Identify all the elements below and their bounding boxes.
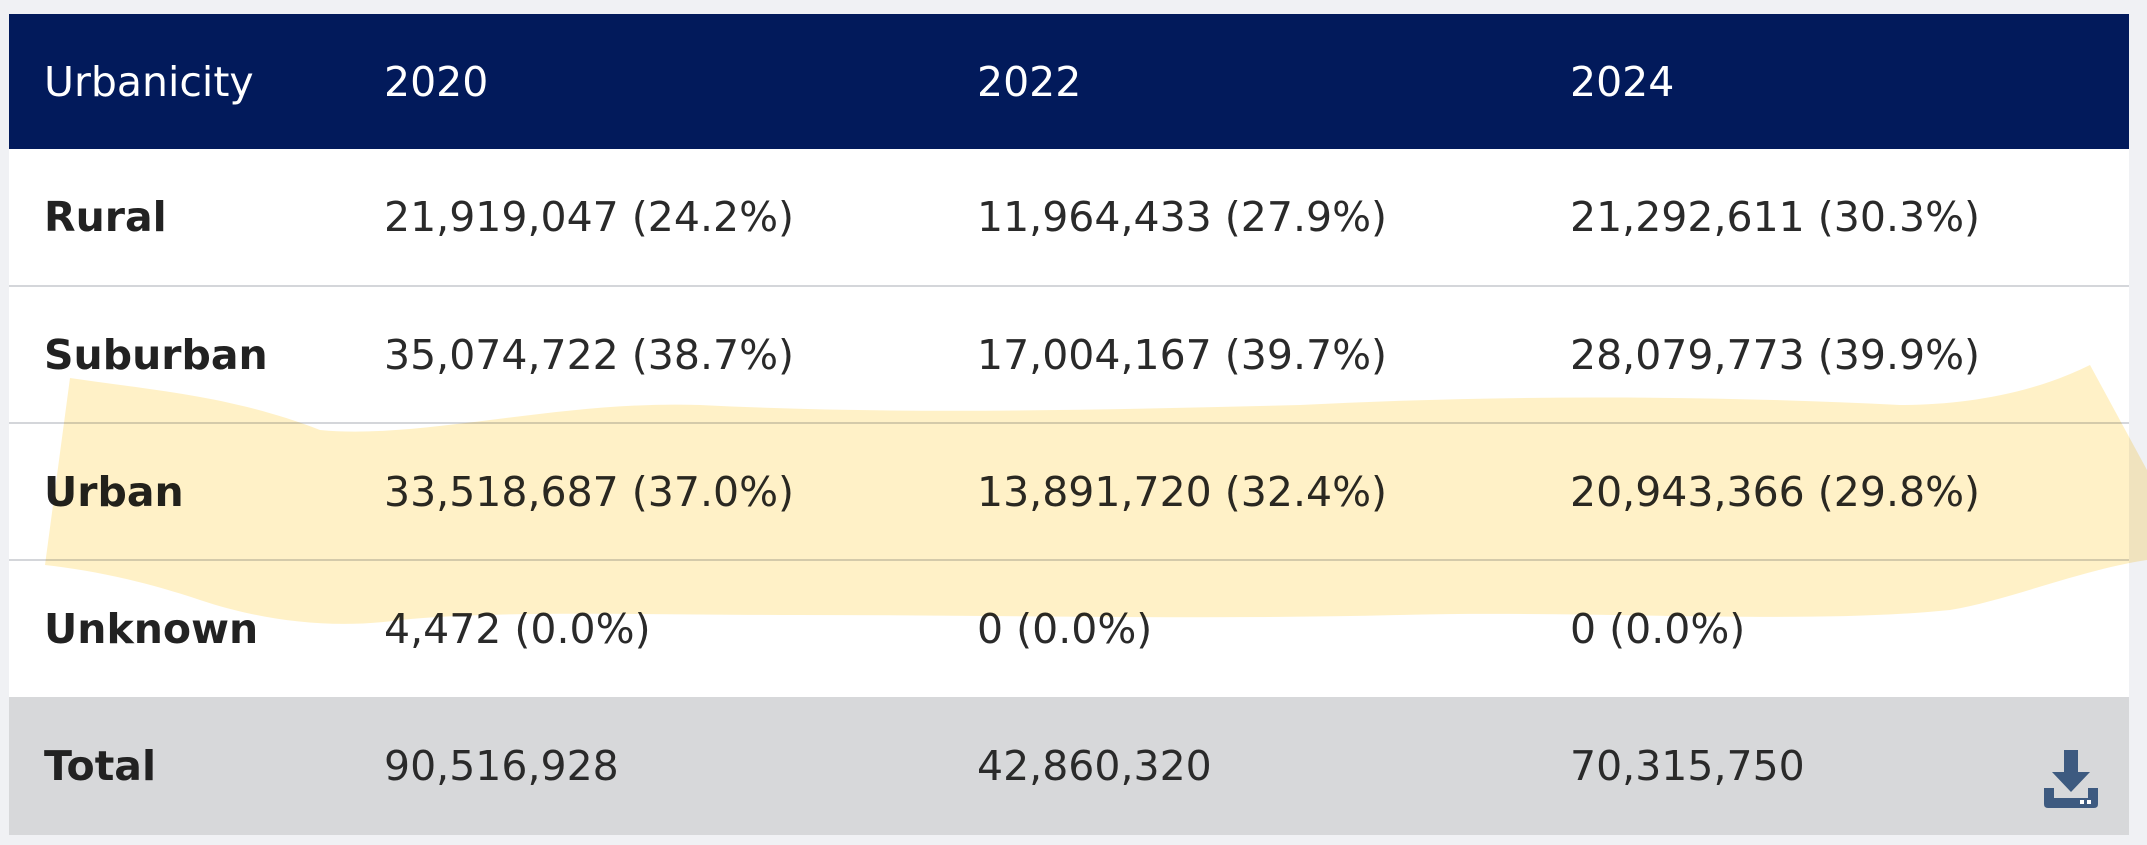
row-label: Suburban xyxy=(44,330,268,379)
total-2022: 42,860,320 xyxy=(977,742,1212,790)
total-label: Total xyxy=(44,742,157,790)
total-row: Total 90,516,928 42,860,320 70,315,750 xyxy=(9,697,2129,835)
total-2024: 70,315,750 xyxy=(1570,742,1805,790)
cell-2024: 20,943,366 (29.8%) xyxy=(1570,467,1981,516)
cell-2022: 13,891,720 (32.4%) xyxy=(977,467,1388,516)
row-label: Unknown xyxy=(44,605,259,653)
row-label: Urban xyxy=(44,467,184,516)
total-2020: 90,516,928 xyxy=(384,742,619,790)
cell-2024: 0 (0.0%) xyxy=(1570,605,1746,653)
table-row: Urban 33,518,687 (37.0%) 13,891,720 (32.… xyxy=(9,423,2129,560)
cell-2024: 21,292,611 (30.3%) xyxy=(1570,193,1981,241)
row-label: Rural xyxy=(44,193,167,241)
cell-2022: 17,004,167 (39.7%) xyxy=(977,330,1388,379)
cell-2024: 28,079,773 (39.9%) xyxy=(1570,330,1981,379)
cell-2020: 4,472 (0.0%) xyxy=(384,605,651,653)
table-row: Rural 21,919,047 (24.2%) 11,964,433 (27.… xyxy=(9,149,2129,286)
header-2020: 2020 xyxy=(384,57,489,106)
header-2024: 2024 xyxy=(1570,57,1675,106)
header-urbanicity: Urbanicity xyxy=(44,57,254,106)
cell-2020: 35,074,722 (38.7%) xyxy=(384,330,795,379)
table-row: Suburban 35,074,722 (38.7%) 17,004,167 (… xyxy=(9,286,2129,423)
urbanicity-table-container: Urbanicity 2020 2022 2024 Rural 21,919,0… xyxy=(9,14,2129,835)
urbanicity-table: Urbanicity 2020 2022 2024 Rural 21,919,0… xyxy=(9,14,2129,835)
table-header-row: Urbanicity 2020 2022 2024 xyxy=(9,14,2129,149)
cell-2022: 0 (0.0%) xyxy=(977,605,1153,653)
cell-2020: 33,518,687 (37.0%) xyxy=(384,467,795,516)
download-icon xyxy=(2044,750,2098,808)
cell-2020: 21,919,047 (24.2%) xyxy=(384,193,795,241)
cell-2022: 11,964,433 (27.9%) xyxy=(977,193,1388,241)
download-button[interactable] xyxy=(2040,748,2102,810)
table-row: Unknown 4,472 (0.0%) 0 (0.0%) 0 (0.0%) xyxy=(9,560,2129,697)
header-2022: 2022 xyxy=(977,57,1082,106)
